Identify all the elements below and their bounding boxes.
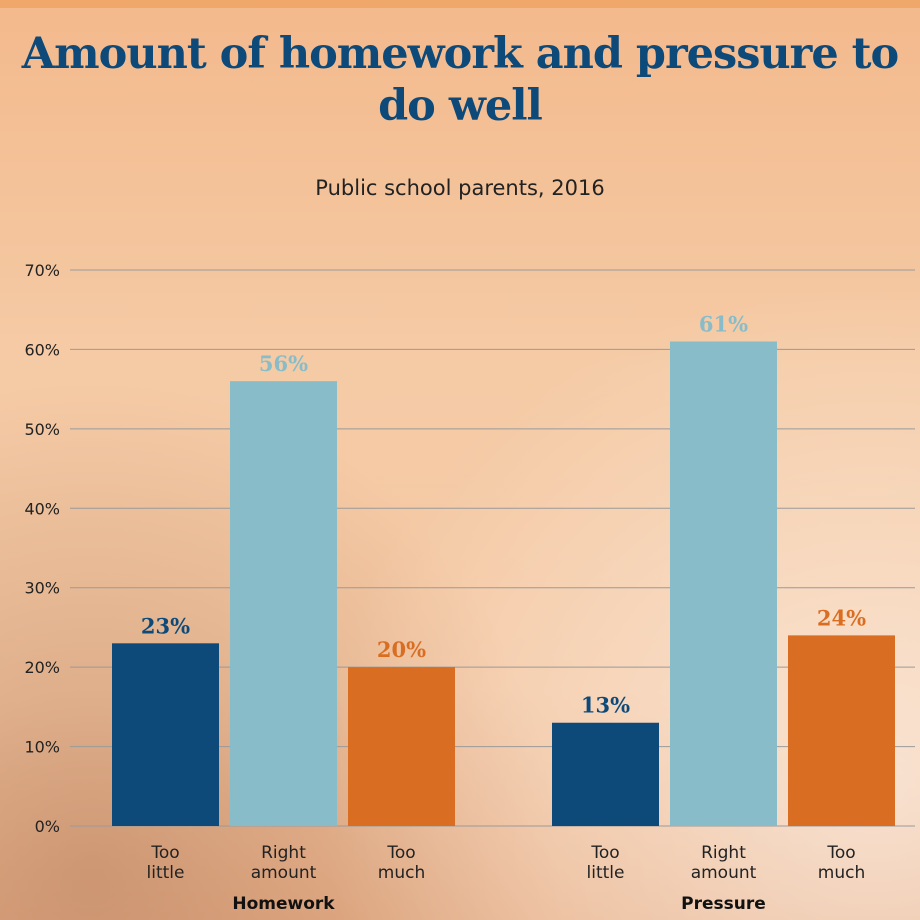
y-tick-label: 10% (24, 738, 60, 757)
y-tick-label: 30% (24, 579, 60, 598)
category-label: Right (701, 843, 746, 863)
category-label: little (587, 863, 625, 883)
y-tick-label: 70% (24, 261, 60, 280)
group-label: Pressure (681, 894, 766, 914)
bar (112, 643, 219, 826)
data-label: 23% (141, 613, 190, 638)
data-label: 24% (817, 605, 866, 630)
chart-subtitle: Public school parents, 2016 (315, 176, 605, 200)
y-tick-label: 20% (24, 658, 60, 677)
group-label: Homework (232, 894, 335, 914)
top-accent-band (0, 0, 920, 8)
bar (230, 381, 337, 826)
data-label: 56% (259, 351, 308, 376)
y-tick-label: 60% (24, 340, 60, 359)
y-tick-label: 50% (24, 420, 60, 439)
category-label: Too (590, 843, 619, 863)
data-label: 61% (699, 311, 748, 336)
chart-title: Amount of homework and pressure to do we… (21, 29, 899, 131)
category-label: amount (251, 863, 317, 883)
category-label: Too (826, 843, 855, 863)
y-tick-label: 0% (35, 817, 60, 836)
y-tick-label: 40% (24, 499, 60, 518)
bar (788, 635, 895, 826)
bar (348, 667, 455, 826)
bar (670, 341, 777, 826)
data-label: 13% (581, 693, 630, 718)
category-label: Too (150, 843, 179, 863)
category-label: much (818, 863, 865, 883)
category-label: little (147, 863, 185, 883)
category-label: Too (386, 843, 415, 863)
category-label: amount (691, 863, 757, 883)
category-label: Right (261, 843, 306, 863)
bar (552, 722, 659, 826)
data-label: 20% (377, 637, 426, 662)
category-label: much (378, 863, 425, 883)
